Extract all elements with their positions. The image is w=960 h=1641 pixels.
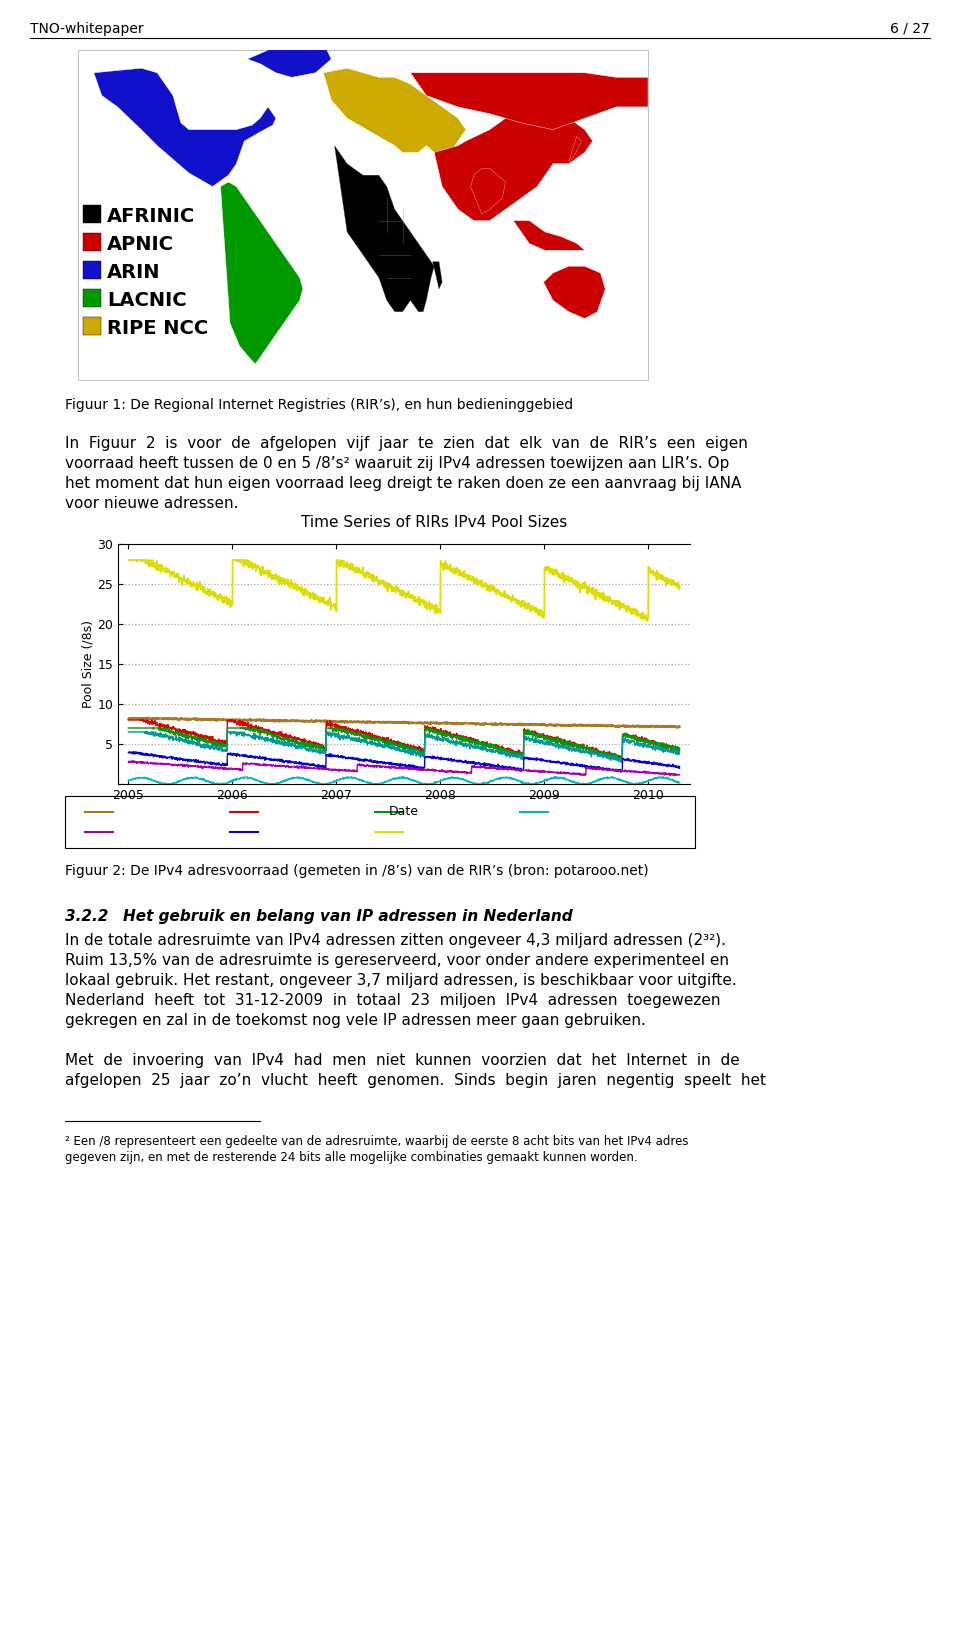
Polygon shape xyxy=(569,136,582,161)
Text: RIPE NCC: RIPE NCC xyxy=(107,318,208,338)
Polygon shape xyxy=(434,107,592,220)
Text: Ruim 13,5% van de adresruimte is gereserveerd, voor onder andere experimenteel e: Ruim 13,5% van de adresruimte is gereser… xyxy=(65,953,729,968)
Bar xyxy=(83,261,101,279)
Polygon shape xyxy=(324,69,466,153)
Text: gekregen en zal in de toekomst nog vele IP adressen meer gaan gebruiken.: gekregen en zal in de toekomst nog vele … xyxy=(65,1012,646,1027)
Polygon shape xyxy=(221,182,302,364)
Text: LACNIC: LACNIC xyxy=(107,290,186,310)
Polygon shape xyxy=(433,261,443,289)
Bar xyxy=(65,796,695,848)
Text: 3.2.2: 3.2.2 xyxy=(65,909,108,924)
Polygon shape xyxy=(94,69,276,187)
Bar xyxy=(83,233,101,251)
Text: Het gebruik en belang van IP adressen in Nederland: Het gebruik en belang van IP adressen in… xyxy=(123,909,572,924)
Polygon shape xyxy=(543,266,605,318)
Polygon shape xyxy=(470,169,506,213)
Bar xyxy=(83,289,101,307)
Text: AFRINIC: AFRINIC xyxy=(552,806,602,819)
Text: ² Een /8 representeert een gedeelte van de adresruimte, waarbij de eerste 8 acht: ² Een /8 representeert een gedeelte van … xyxy=(65,1136,688,1149)
Text: lokaal gebruik. Het restant, ongeveer 3,7 miljard adressen, is beschikbaar voor : lokaal gebruik. Het restant, ongeveer 3,… xyxy=(65,973,736,988)
Text: APNIC: APNIC xyxy=(407,825,444,839)
X-axis label: Date: Date xyxy=(389,804,419,817)
Bar xyxy=(83,205,101,223)
Y-axis label: Pool Size (/8s): Pool Size (/8s) xyxy=(82,620,94,707)
Polygon shape xyxy=(514,220,585,251)
Text: VARIOUS: VARIOUS xyxy=(117,825,173,839)
Text: 6 / 27: 6 / 27 xyxy=(890,21,930,36)
Text: APNIC: APNIC xyxy=(107,235,174,254)
Text: ARIN: ARIN xyxy=(107,263,160,282)
Text: AFRINIC: AFRINIC xyxy=(107,207,195,226)
Text: RIPENCC: RIPENCC xyxy=(262,825,317,839)
Text: Met  de  invoering  van  IPv4  had  men  niet  kunnen  voorzien  dat  het  Inter: Met de invoering van IPv4 had men niet k… xyxy=(65,1054,740,1068)
Bar xyxy=(83,317,101,335)
Text: gegeven zijn, en met de resterende 24 bits alle mogelijke combinaties gemaakt ku: gegeven zijn, en met de resterende 24 bi… xyxy=(65,1150,637,1163)
Text: Nederland  heeft  tot  31-12-2009  in  totaal  23  miljoen  IPv4  adressen  toeg: Nederland heeft tot 31-12-2009 in totaal… xyxy=(65,993,721,1008)
Text: TNO-whitepaper: TNO-whitepaper xyxy=(30,21,144,36)
Text: afgelopen  25  jaar  zo’n  vlucht  heeft  genomen.  Sinds  begin  jaren  negenti: afgelopen 25 jaar zo’n vlucht heeft geno… xyxy=(65,1073,766,1088)
Text: voorraad heeft tussen de 0 en 5 /8’s² waaruit zij IPv4 adressen toewijzen aan LI: voorraad heeft tussen de 0 en 5 /8’s² wa… xyxy=(65,456,730,471)
Text: het moment dat hun eigen voorraad leeg dreigt te raken doen ze een aanvraag bij : het moment dat hun eigen voorraad leeg d… xyxy=(65,476,741,491)
Bar xyxy=(78,49,648,381)
Text: Time Series of RIRs IPv4 Pool Sizes: Time Series of RIRs IPv4 Pool Sizes xyxy=(300,515,567,530)
Text: ARIN: ARIN xyxy=(262,806,292,819)
Polygon shape xyxy=(334,146,434,312)
Text: In  Figuur  2  is  voor  de  afgelopen  vijf  jaar  te  zien  dat  elk  van  de : In Figuur 2 is voor de afgelopen vijf ja… xyxy=(65,437,748,451)
Polygon shape xyxy=(248,43,331,77)
Text: RIR Total: RIR Total xyxy=(117,806,172,819)
Text: In de totale adresruimte van IPv4 adressen zitten ongeveer 4,3 miljard adressen : In de totale adresruimte van IPv4 adress… xyxy=(65,934,726,948)
Polygon shape xyxy=(411,72,648,130)
Text: voor nieuwe adressen.: voor nieuwe adressen. xyxy=(65,496,238,510)
Text: LACNIC: LACNIC xyxy=(407,806,453,819)
Text: Figuur 2: De IPv4 adresvoorraad (gemeten in /8’s) van de RIR’s (bron: potarooo.n: Figuur 2: De IPv4 adresvoorraad (gemeten… xyxy=(65,865,649,878)
Text: Figuur 1: De Regional Internet Registries (RIR’s), en hun bedieninggebied: Figuur 1: De Regional Internet Registrie… xyxy=(65,399,573,412)
